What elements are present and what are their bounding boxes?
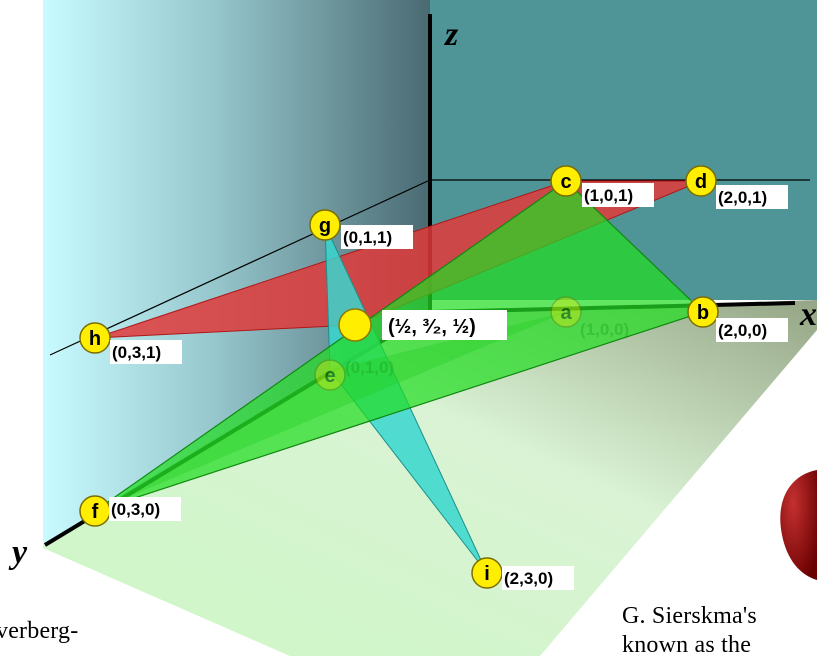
vertex-g-marker	[309, 209, 341, 241]
vertex-g-label-bg	[341, 225, 413, 249]
vertex-h-marker	[79, 322, 111, 354]
vertex-g-letter: g	[319, 215, 331, 237]
vertex-d-letter: d	[695, 171, 707, 193]
caption-left: verberg-	[0, 618, 79, 644]
vertex-h-coord: (0,3,1)	[112, 343, 161, 362]
caption-right-line1: G. Sierskma's	[622, 603, 757, 629]
vertex-e-letter: e	[324, 365, 335, 387]
vertex-f-letter: f	[92, 501, 99, 523]
vertex-h-label-bg	[110, 340, 182, 364]
vertex-c-letter: c	[560, 171, 571, 193]
page-background-bottom-right	[560, 360, 817, 656]
center-label-bg	[382, 310, 507, 340]
vertex-layer: a (1,0,0) b (2,0,0) c (1,0,1) d (2,0,1) e (0,1,0)…	[79, 165, 788, 590]
red-sphere	[780, 470, 817, 580]
vertex-c-coord: (1,0,1)	[584, 186, 633, 205]
vertex-c-label-bg	[582, 183, 654, 207]
vertex-i-coord: (2,3,0)	[504, 569, 553, 588]
vertex-f-label-bg	[109, 497, 181, 521]
vertex-e: e (0,1,0)	[314, 358, 394, 391]
vertex-a-letter: a	[560, 302, 572, 324]
vertex-c: c (1,0,1)	[550, 165, 654, 207]
guide-h-line	[49, 179, 431, 356]
vertex-a-coord: (1,0,0)	[580, 320, 629, 339]
z-axis-label: z	[444, 16, 459, 53]
vertex-g-coord: (0,1,1)	[343, 228, 392, 247]
green-triangle-inner	[95, 312, 566, 511]
vertex-b-label-bg	[716, 318, 788, 342]
center-point	[338, 308, 372, 342]
vertex-h: h (0,3,1)	[79, 322, 182, 364]
page-background-bottom	[0, 548, 290, 656]
vertex-i-label-bg	[502, 566, 574, 590]
vertex-e-marker	[314, 359, 346, 391]
vertex-b-letter: b	[697, 302, 709, 324]
vertex-e-coord: (0,1,0)	[345, 358, 394, 377]
vertex-a-marker	[550, 296, 582, 328]
vertex-i: i (2,3,0)	[471, 557, 574, 590]
vertex-d-marker	[685, 165, 717, 197]
vertex-b-marker	[687, 296, 719, 328]
vertex-f-coord: (0,3,0)	[111, 500, 160, 519]
center-label: (½, ³⁄₂, ½)	[388, 316, 476, 338]
green-triangle	[94, 180, 705, 512]
vertex-g: g (0,1,1)	[309, 209, 413, 249]
x-axis-label: x	[799, 296, 817, 333]
y-axis-label: y	[8, 534, 28, 571]
vertex-h-letter: h	[89, 328, 101, 350]
vertex-d: d (2,0,1)	[685, 165, 788, 209]
vertex-a: a (1,0,0)	[550, 296, 629, 339]
vertex-b: b (2,0,0)	[687, 296, 788, 342]
caption-right-line2: known as the	[622, 632, 752, 658]
vertex-f: f (0,3,0)	[79, 495, 181, 527]
vertex-c-marker	[550, 165, 582, 197]
vertex-i-letter: i	[484, 563, 490, 585]
vertex-d-label-bg	[716, 185, 788, 209]
left-wall	[43, 0, 430, 545]
vertex-b-coord: (2,0,0)	[718, 321, 767, 340]
vertex-d-coord: (2,0,1)	[718, 188, 767, 207]
